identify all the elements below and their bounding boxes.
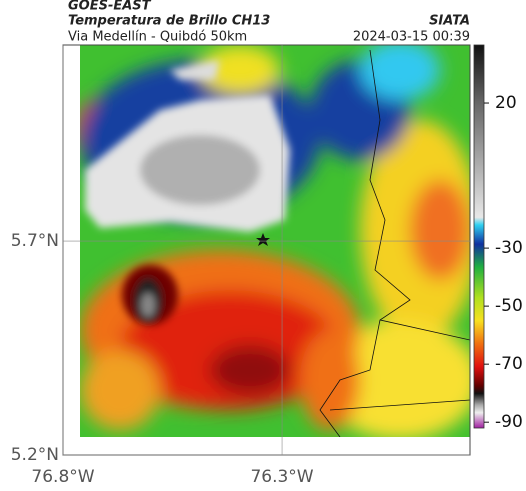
colorbar	[473, 44, 485, 429]
satellite-image	[80, 45, 470, 437]
colorbar-tick-label: -70	[495, 354, 523, 374]
colorbar-ticks: 20 -30 -50 -70 -90	[484, 93, 523, 432]
lat-tick-label: 5.2°N	[11, 445, 59, 465]
lon-tick-label: 76.3°W	[250, 467, 313, 487]
source: SIATA	[429, 14, 470, 29]
satellite: GOES-EAST	[68, 0, 152, 14]
map-axes: 5.7°N 5.2°N76.8°W 76.3°W	[11, 45, 470, 487]
datetime: 2024-03-15 00:39	[353, 30, 470, 45]
header: GOES-EAST Temperatura de Brillo CH13 Via…	[68, 0, 470, 45]
colorbar-tick-label: -30	[495, 238, 523, 258]
lat-tick-label: 5.7°N	[11, 231, 59, 251]
colorbar-tick-label: 20	[495, 93, 517, 113]
lon-tick-label: 76.8°W	[31, 467, 94, 487]
region: Via Medellín - Quibdó 50km	[68, 30, 247, 45]
product: Temperatura de Brillo CH13	[68, 14, 270, 29]
colorbar-tick-label: -90	[495, 412, 523, 432]
colorbar-tick-label: -50	[495, 296, 523, 316]
